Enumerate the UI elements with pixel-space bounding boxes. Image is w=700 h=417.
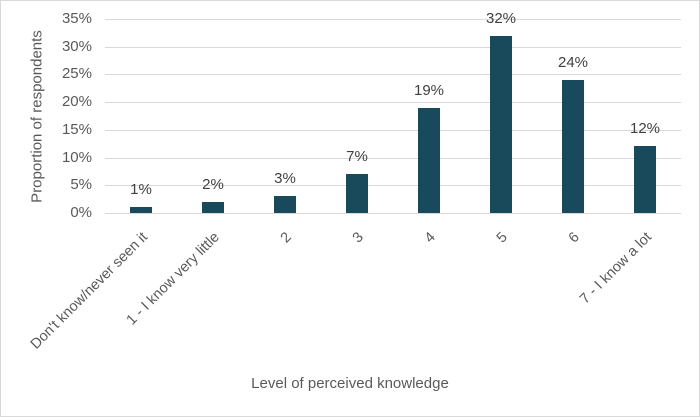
bar — [634, 146, 656, 213]
gridline — [105, 46, 681, 48]
y-tick-label: 30% — [61, 37, 92, 55]
bar — [202, 201, 224, 213]
y-tick-label: 20% — [61, 93, 92, 111]
y-tick-label: 25% — [61, 65, 92, 83]
data-label: 24% — [557, 53, 589, 71]
gridline — [105, 74, 681, 76]
gridline — [105, 102, 681, 104]
gridline — [105, 213, 681, 214]
x-axis-title: Level of perceived knowledge — [251, 375, 449, 392]
gridline — [105, 157, 681, 159]
data-label: 19% — [413, 81, 445, 99]
plot-area: 1% 2% 3% 7% 19% 32% 24% 12% — [105, 10, 681, 214]
data-label: 7% — [346, 148, 368, 166]
bar — [130, 207, 152, 213]
bar — [418, 107, 440, 213]
gridline — [105, 129, 681, 131]
gridline — [105, 185, 681, 187]
gridline — [105, 19, 681, 20]
y-axis-title: Proportion of respondents — [28, 30, 46, 203]
y-tick-label: 35% — [61, 10, 92, 27]
y-tick-label: 5% — [70, 176, 92, 194]
bar — [562, 79, 584, 213]
y-tick-label: 15% — [61, 120, 92, 138]
bar — [346, 174, 368, 213]
data-label: 12% — [629, 120, 661, 138]
data-label: 1% — [130, 181, 152, 199]
data-label: 32% — [485, 9, 517, 27]
data-label: 2% — [202, 175, 224, 193]
y-tick-label: 0% — [70, 204, 92, 221]
y-tick-label: 10% — [61, 148, 92, 166]
data-label: 3% — [274, 170, 296, 188]
bar — [274, 196, 296, 213]
bar — [490, 35, 512, 213]
